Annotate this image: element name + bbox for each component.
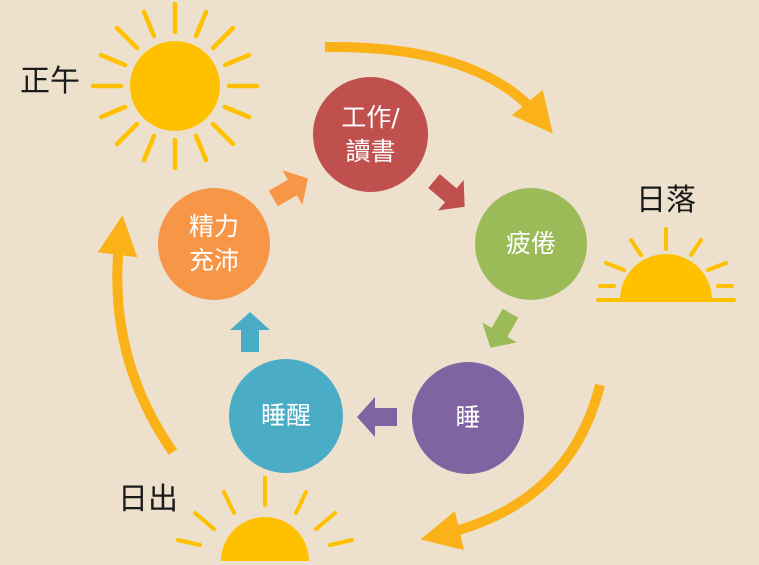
flow-arrow-tired-to-sleep bbox=[482, 308, 519, 348]
node-energy: 精力 充沛 bbox=[158, 188, 270, 300]
flow-arrow-wake-to-energy bbox=[230, 312, 270, 352]
node-energy-line-2: 充沛 bbox=[188, 246, 239, 275]
node-work-line-1: 工作/ bbox=[341, 102, 400, 132]
sunrise-label: 日出 bbox=[118, 482, 178, 517]
noon-sun-icon bbox=[90, 1, 260, 171]
node-work: 工作/ 讀書 bbox=[313, 77, 428, 192]
flow-arrow-sleep-to-wake bbox=[357, 397, 397, 437]
sunset-to-sunrise-arrow bbox=[420, 383, 605, 550]
node-energy-line-1: 精力 bbox=[188, 212, 239, 242]
noon-to-sunset-arrow bbox=[324, 41, 553, 134]
node-wake-line-1: 睡醒 bbox=[260, 401, 311, 431]
node-tired-line-1: 疲倦 bbox=[505, 229, 556, 259]
node-sleep-line-1: 睡 bbox=[455, 403, 481, 433]
sunset-label: 日落 bbox=[636, 183, 696, 218]
node-work-line-2: 讀書 bbox=[345, 136, 396, 166]
noon-label: 正午 bbox=[20, 64, 80, 99]
node-sleep: 睡 bbox=[412, 362, 524, 474]
sunrise-to-noon-arrow bbox=[97, 215, 178, 455]
flow-arrow-work-to-tired bbox=[428, 174, 465, 211]
node-tired: 疲倦 bbox=[475, 188, 587, 300]
sunset-sun-icon bbox=[596, 227, 736, 302]
sunrise-sun-icon bbox=[176, 476, 354, 565]
flow-arrow-energy-to-work bbox=[268, 170, 308, 207]
node-wake: 睡醒 bbox=[229, 359, 343, 473]
